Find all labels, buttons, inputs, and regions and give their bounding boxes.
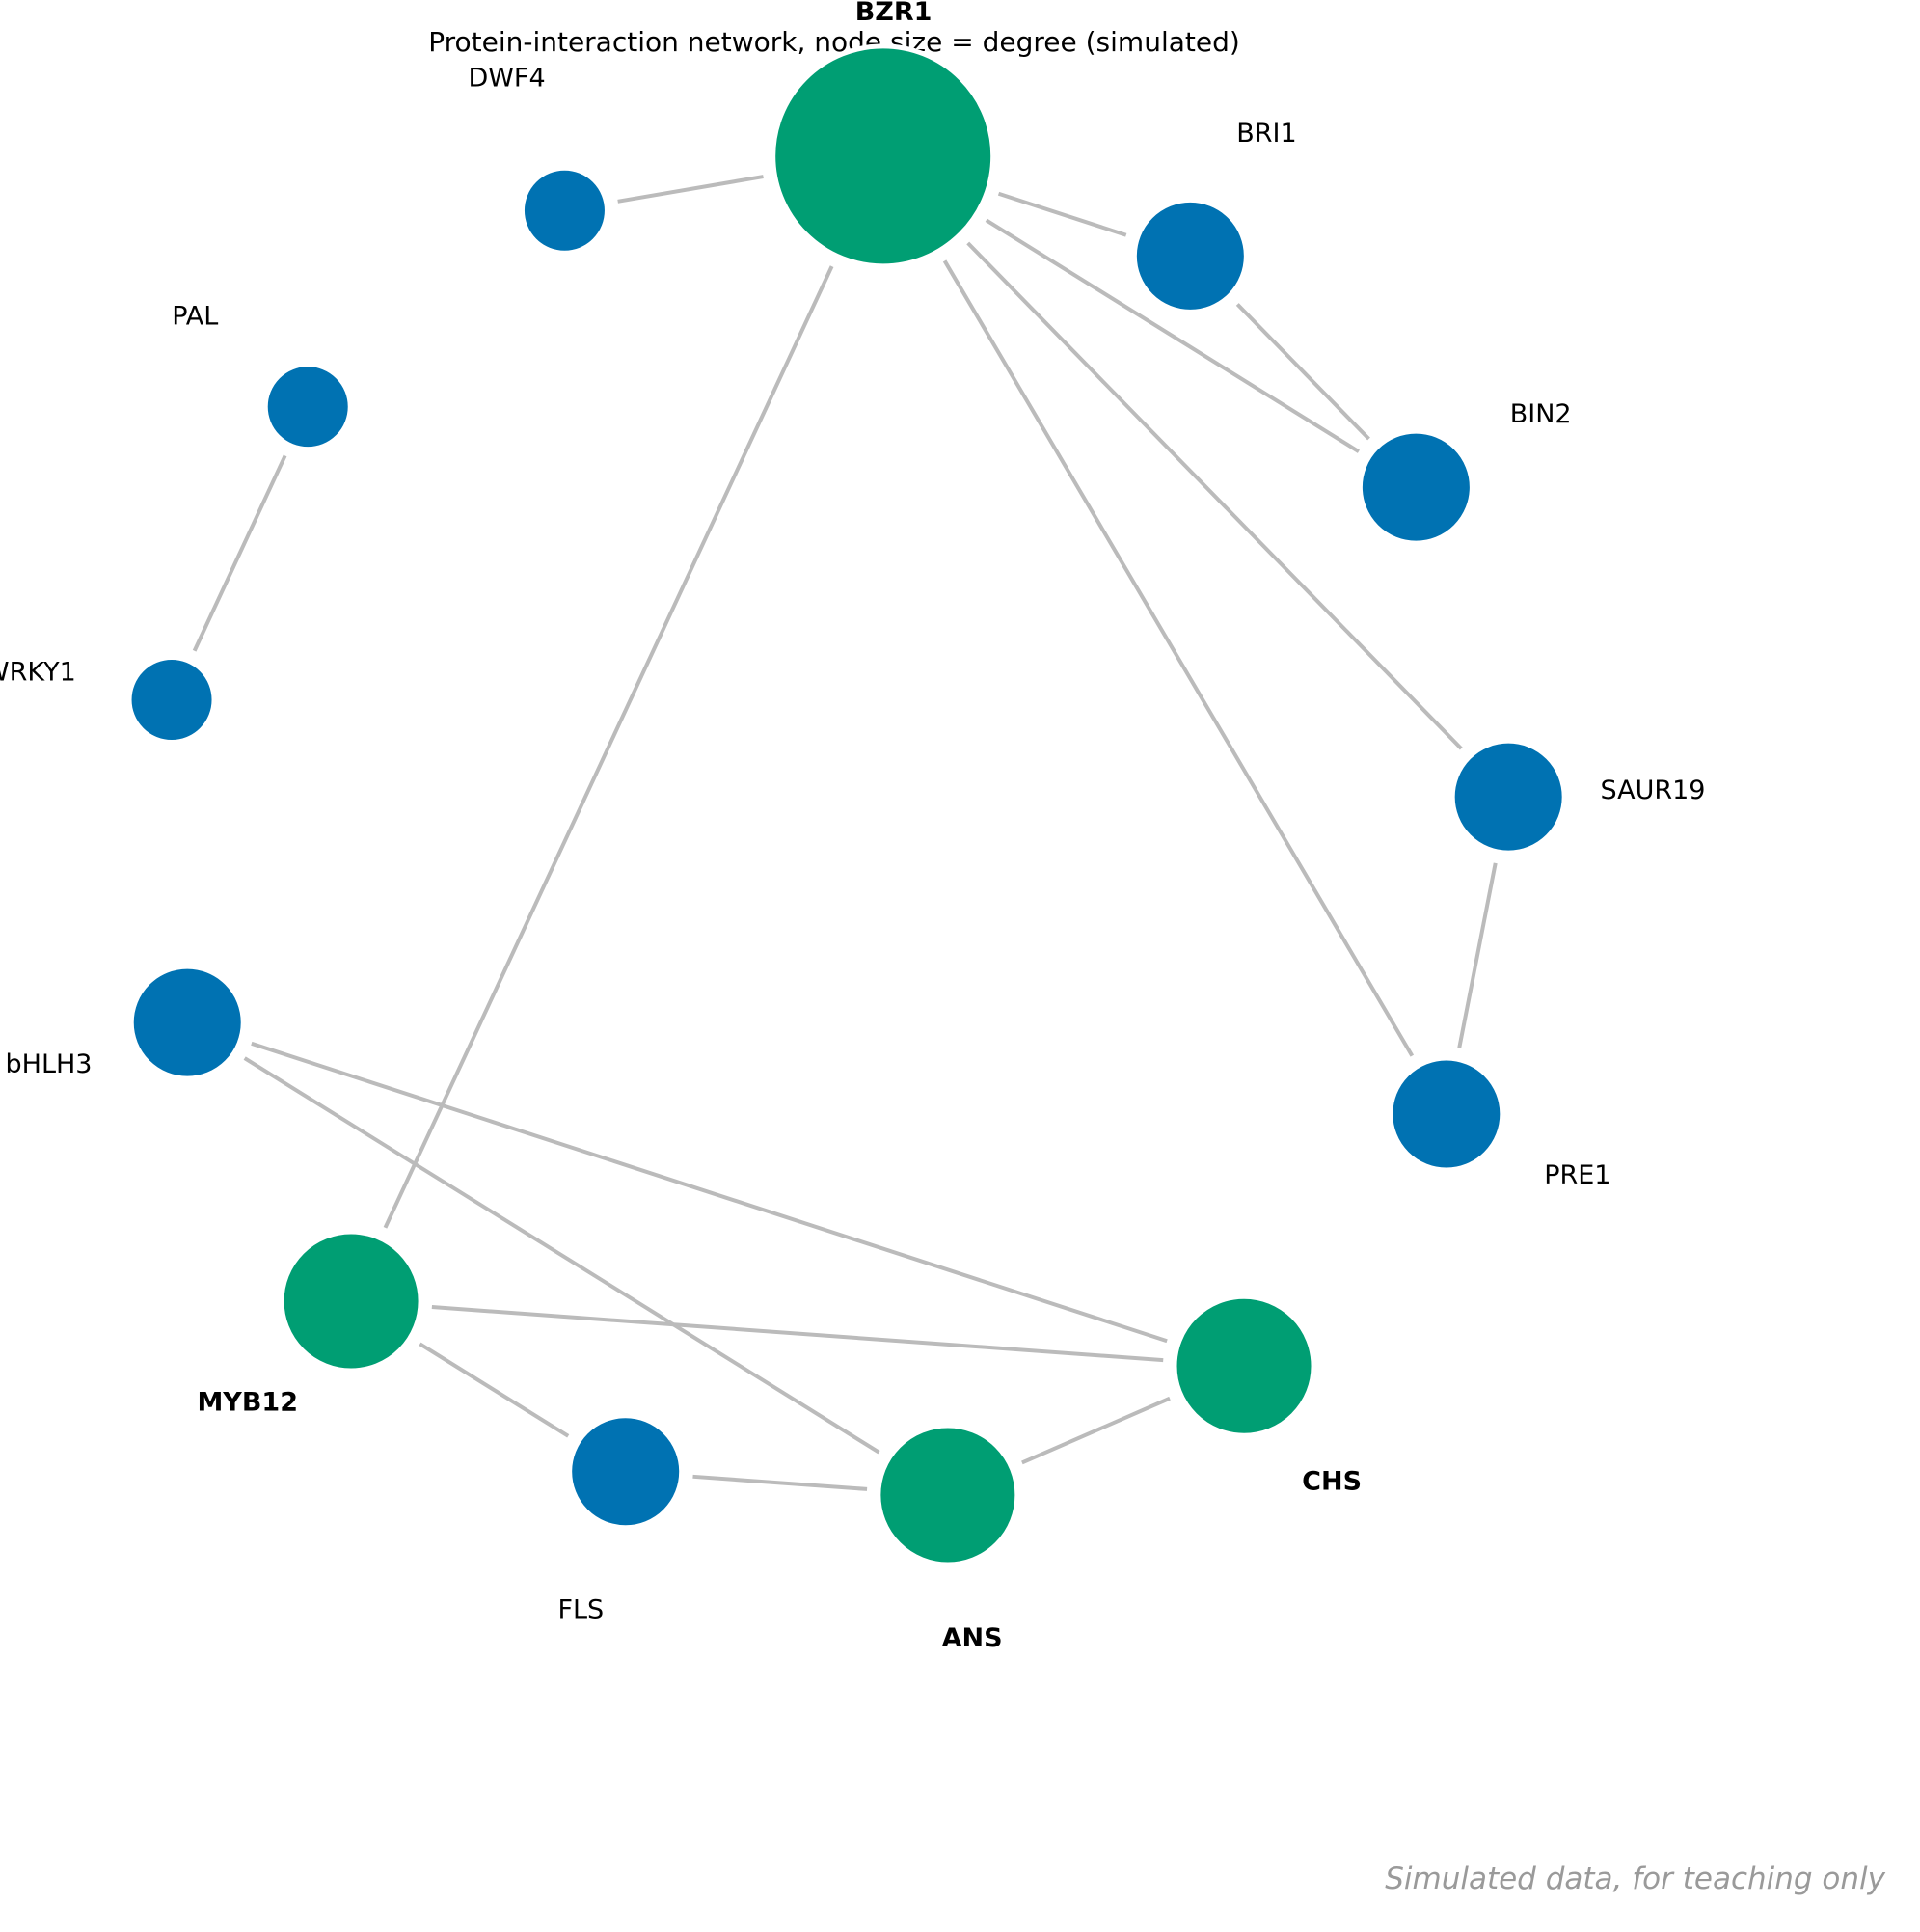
edge-fls-ans: [692, 1474, 868, 1491]
node-label-bzr1: BZR1: [855, 0, 933, 27]
node-saur19[interactable]: [1449, 738, 1567, 856]
edge-bhlh3-ans: [243, 1056, 880, 1455]
edge-bzr1-myb12: [383, 265, 834, 1229]
node-label-ans: ANS: [942, 1623, 1003, 1653]
edge-bhlh3-chs: [251, 1041, 1168, 1344]
node-label-bin2: BIN2: [1510, 399, 1572, 429]
edge-myb12-fls: [419, 1342, 570, 1438]
edge-myb12-chs: [431, 1305, 1164, 1363]
node-label-dwf4: DWF4: [468, 64, 545, 94]
nodes-layer: [126, 43, 1567, 1567]
edge-saur19-pre1: [1457, 862, 1498, 1048]
chart-title: Protein-interaction network, node size =…: [428, 26, 1240, 58]
node-chs[interactable]: [1172, 1293, 1316, 1438]
node-bin2[interactable]: [1357, 428, 1474, 546]
node-wrky1[interactable]: [126, 655, 217, 746]
edge-bzr1-saur19: [966, 241, 1463, 750]
node-pal[interactable]: [262, 362, 353, 452]
node-bri1[interactable]: [1131, 197, 1249, 314]
edge-pal-wrky1: [192, 454, 287, 652]
labels-layer: BZR1 BRI1 BIN2 SAUR19 PRE1 CHS ANS FLS MYB12 bHLH…: [0, 0, 1706, 1653]
edge-bri1-bin2: [1235, 303, 1370, 441]
node-fls[interactable]: [567, 1413, 685, 1531]
node-label-bri1: BRI1: [1236, 119, 1296, 149]
edge-ans-chs: [1021, 1396, 1171, 1465]
edge-bzr1-bri1: [997, 191, 1127, 237]
edge-bzr1-dwf4: [617, 175, 764, 204]
node-label-pal: PAL: [172, 302, 218, 332]
node-label-fls: FLS: [557, 1594, 604, 1624]
edges-layer: [192, 175, 1498, 1491]
node-label-bhlh3: bHLH3: [6, 1049, 93, 1079]
edge-bzr1-pre1: [942, 259, 1415, 1057]
node-label-chs: CHS: [1302, 1466, 1362, 1496]
node-bhlh3[interactable]: [128, 964, 246, 1081]
node-pre1[interactable]: [1388, 1055, 1505, 1173]
node-dwf4[interactable]: [519, 165, 609, 256]
footnote: Simulated data, for teaching only: [1385, 1862, 1885, 1896]
node-label-pre1: PRE1: [1544, 1160, 1610, 1190]
node-bzr1[interactable]: [771, 43, 996, 269]
edge-bzr1-bin2: [985, 218, 1360, 453]
node-myb12[interactable]: [279, 1229, 423, 1374]
node-label-saur19: SAUR19: [1601, 776, 1706, 805]
node-label-wrky1: WRKY1: [0, 658, 76, 688]
node-ans[interactable]: [876, 1423, 1020, 1567]
node-label-myb12: MYB12: [197, 1388, 298, 1418]
